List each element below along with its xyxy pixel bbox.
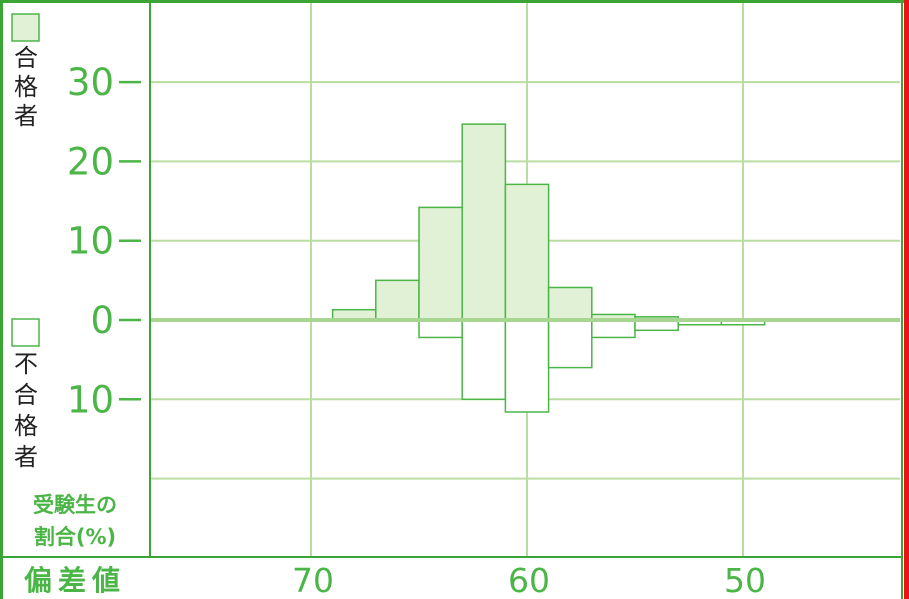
y-axis-ticks: 30 20 10 0 10 xyxy=(67,61,141,421)
x-axis-ticks: 70 60 50 xyxy=(292,561,766,599)
y-tick-label-2: 10 xyxy=(67,220,114,263)
pass-bar-2 xyxy=(418,206,463,321)
x-tick-label-0: 70 xyxy=(292,561,334,599)
pass-swatch xyxy=(11,13,40,42)
y-tick-label-3: 0 xyxy=(90,299,114,342)
red-edge xyxy=(904,0,909,599)
fail-bar-1 xyxy=(461,319,507,401)
pass-legend-label: 合格者 xyxy=(14,44,38,130)
pass-bar-1 xyxy=(375,279,420,321)
y-tick-label-4: 10 xyxy=(67,378,114,421)
y-tick-label-1: 20 xyxy=(67,140,114,183)
pass-bar-3 xyxy=(461,123,507,321)
fail-bar-0 xyxy=(418,319,463,339)
bars xyxy=(150,123,900,413)
y-caption-line2: 割合(%) xyxy=(34,525,116,549)
x-tick-label-1: 60 xyxy=(508,561,550,599)
fail-bar-4 xyxy=(591,319,636,339)
y-caption-line1: 受験生の xyxy=(33,493,117,517)
fail-bar-3 xyxy=(547,319,593,369)
x-axis-title: 偏差値 xyxy=(24,564,126,597)
pass-bar-4 xyxy=(504,183,550,321)
x-tick-label-2: 50 xyxy=(724,561,766,599)
y-tick-label-0: 30 xyxy=(67,61,114,104)
fail-swatch xyxy=(11,318,40,347)
fail-legend-label: 不合格者 xyxy=(14,350,38,471)
fail-bar-2 xyxy=(504,319,550,413)
pass-bar-5 xyxy=(547,286,593,321)
